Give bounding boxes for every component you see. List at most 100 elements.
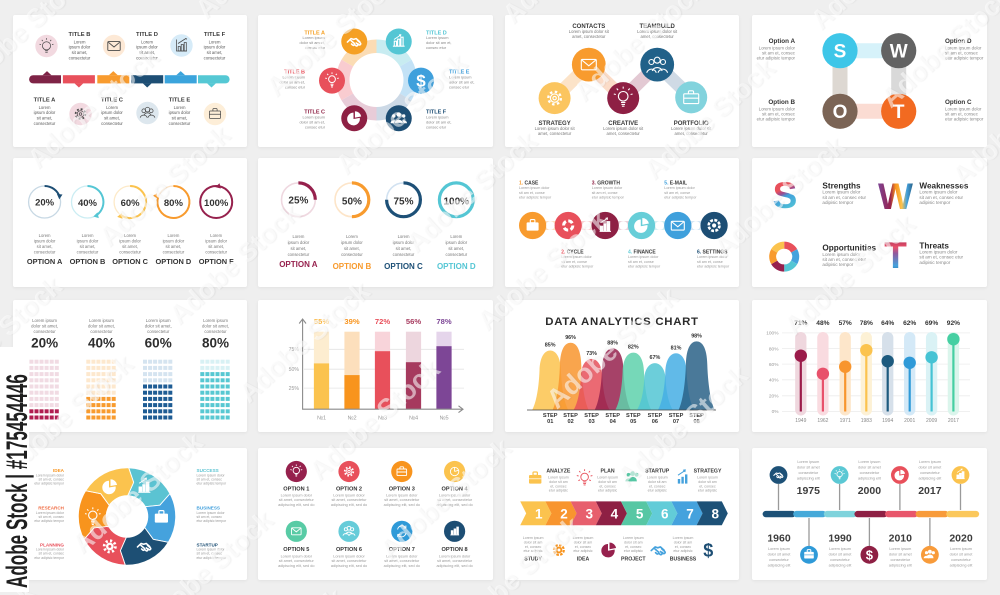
svg-text:Lorem ipsum dolor: Lorem ipsum dolor [333, 494, 365, 498]
svg-text:ipsum dolor: ipsum dolor [34, 239, 56, 244]
svg-text:Lorem: Lorem [124, 233, 136, 238]
svg-text:sit am et, conse: sit am et, conse [519, 191, 545, 195]
svg-text:Lorem: Lorem [106, 105, 118, 110]
svg-text:64%: 64% [881, 320, 894, 327]
svg-text:Opportunities: Opportunities [822, 244, 876, 253]
svg-text:PLAN: PLAN [601, 469, 615, 475]
svg-text:2: 2 [560, 506, 568, 521]
svg-text:Lorem ipsum dolor sit: Lorem ipsum dolor sit [671, 126, 712, 131]
svg-text:amet, consectetur: amet, consectetur [607, 131, 641, 136]
svg-text:adipiscing elit: adipiscing elit [919, 477, 943, 481]
svg-text:81%: 81% [671, 345, 682, 351]
svg-text:sit am et, consec: sit am et, consec [197, 478, 223, 482]
svg-text:Lorem ipsum dolor: Lorem ipsum dolor [439, 554, 471, 558]
svg-text:PORTFOLIO: PORTFOLIO [674, 121, 709, 127]
svg-text:Lorem: Lorem [210, 233, 222, 238]
svg-text:dolor sit amet: dolor sit amet [768, 553, 792, 557]
svg-text:100%: 100% [204, 198, 229, 209]
svg-text:2020: 2020 [949, 533, 973, 545]
svg-text:sit am et, consec: sit am et, consec [39, 515, 65, 519]
svg-text:1962: 1962 [817, 418, 828, 424]
svg-text:adipiscing elit: adipiscing elit [829, 564, 853, 568]
svg-text:Lorem ipsum: Lorem ipsum [426, 115, 449, 120]
svg-text:OPTION 6: OPTION 6 [336, 547, 362, 553]
svg-text:ipsum dolor: ipsum dolor [445, 240, 467, 245]
svg-text:Lorem ipsum: Lorem ipsum [548, 476, 569, 480]
svg-text:dolor sit am: dolor sit am [549, 480, 568, 484]
svg-text:sit am et, consec etur: sit am et, consec etur [822, 257, 866, 262]
svg-text:sit amet,: sit amet, [37, 116, 53, 121]
svg-text:consectetur: consectetur [90, 329, 113, 334]
svg-text:RESEARCH: RESEARCH [38, 506, 64, 511]
svg-text:SETTINGS: SETTINGS [703, 250, 729, 256]
svg-text:OPTION B: OPTION B [333, 262, 372, 271]
svg-text:57%: 57% [839, 320, 852, 327]
svg-text:98%: 98% [691, 333, 702, 339]
svg-text:Lorem ipsum dolor: Lorem ipsum dolor [759, 45, 796, 50]
svg-text:Lorem: Lorem [74, 39, 86, 44]
svg-text:OPTION 1: OPTION 1 [283, 486, 309, 492]
svg-text:1971: 1971 [840, 418, 851, 424]
svg-text:05: 05 [630, 419, 636, 425]
svg-text:02: 02 [567, 419, 573, 425]
svg-text:etur adipisic tempor: etur adipisic tempor [757, 117, 796, 122]
svg-text:sit amet,: sit amet, [104, 116, 120, 121]
svg-text:5: 5 [636, 506, 644, 521]
svg-text:56%: 56% [406, 317, 421, 326]
svg-text:62%: 62% [903, 320, 916, 327]
svg-text:etur adipisic: etur adipisic [698, 489, 717, 493]
svg-text:etur adipisic tempor: etur adipisic tempor [197, 556, 227, 560]
svg-text:consec etur: consec etur [426, 124, 447, 129]
svg-text:dolor sit am et,: dolor sit am et, [299, 40, 325, 45]
svg-text:Option B: Option B [768, 99, 795, 106]
svg-text:Lorem ipsum: Lorem ipsum [203, 318, 228, 323]
svg-text:№2: №2 [347, 416, 356, 422]
svg-text:TITLE F: TITLE F [426, 110, 447, 116]
svg-text:sit am et, consec etur: sit am et, consec etur [822, 195, 866, 200]
svg-text:60%: 60% [145, 336, 172, 351]
svg-text:50%: 50% [342, 196, 362, 207]
svg-text:Lorem: Lorem [39, 105, 51, 110]
svg-text:Lorem ipsum: Lorem ipsum [89, 318, 114, 323]
svg-text:etur adipisic: etur adipisic [648, 489, 667, 493]
svg-text:dolor sit am et,: dolor sit am et, [426, 40, 452, 45]
svg-text:TITLE A: TITLE A [34, 98, 56, 104]
svg-text:1960: 1960 [767, 533, 791, 545]
svg-text:STARTUP: STARTUP [645, 469, 670, 475]
svg-text:ipsum dolor: ipsum dolor [341, 240, 363, 245]
svg-text:OPTION 3: OPTION 3 [389, 486, 415, 492]
svg-text:sit am et, consec: sit am et, consec [945, 51, 979, 56]
svg-text:92%: 92% [947, 320, 960, 327]
svg-text:dolor sit am: dolor sit am [524, 540, 543, 544]
svg-text:adipiscing elit: adipiscing elit [889, 564, 913, 568]
svg-text:OPTION C: OPTION C [112, 257, 148, 266]
svg-text:sit am et, consec: sit am et, consec [197, 552, 223, 556]
svg-text:50%: 50% [289, 367, 300, 373]
svg-text:dolor sit am et,: dolor sit am et, [426, 119, 452, 124]
svg-text:8: 8 [711, 506, 719, 521]
svg-text:Lorem ipsum dolor: Lorem ipsum dolor [197, 548, 226, 552]
svg-text:ipsum dolor: ipsum dolor [169, 110, 191, 115]
svg-text:consec etur: consec etur [305, 124, 326, 129]
svg-text:etur adipisic: etur adipisic [549, 489, 568, 493]
svg-text:Lorem ipsum dolor: Lorem ipsum dolor [697, 255, 728, 259]
svg-text:Lorem ipsum: Lorem ipsum [673, 536, 694, 540]
svg-text:dolor sit amet: dolor sit amet [829, 553, 853, 557]
svg-text:et, consec: et, consec [599, 484, 616, 488]
svg-text:$: $ [866, 547, 874, 562]
svg-text:adipiscing elit, sed do: adipiscing elit, sed do [384, 503, 420, 507]
svg-text:OPTION 2: OPTION 2 [336, 486, 362, 492]
svg-text:et, consec: et, consec [649, 484, 666, 488]
svg-text:consec etur: consec etur [426, 45, 447, 50]
svg-text:sit amet,: sit amet, [139, 50, 155, 55]
svg-text:sit am et, consec: sit am et, consec [762, 112, 796, 117]
svg-text:Lorem ipsum: Lorem ipsum [426, 35, 449, 40]
svg-text:dolor sit am: dolor sit am [574, 540, 593, 544]
svg-text:80%: 80% [769, 346, 779, 352]
svg-text:SUCCESS: SUCCESS [197, 468, 219, 473]
svg-text:04: 04 [610, 419, 617, 425]
svg-text:sit amet,: sit amet, [448, 246, 464, 251]
svg-text:IDEA: IDEA [577, 557, 590, 563]
svg-text:Lorem ipsum: Lorem ipsum [597, 476, 618, 480]
svg-text:1990: 1990 [828, 533, 852, 545]
